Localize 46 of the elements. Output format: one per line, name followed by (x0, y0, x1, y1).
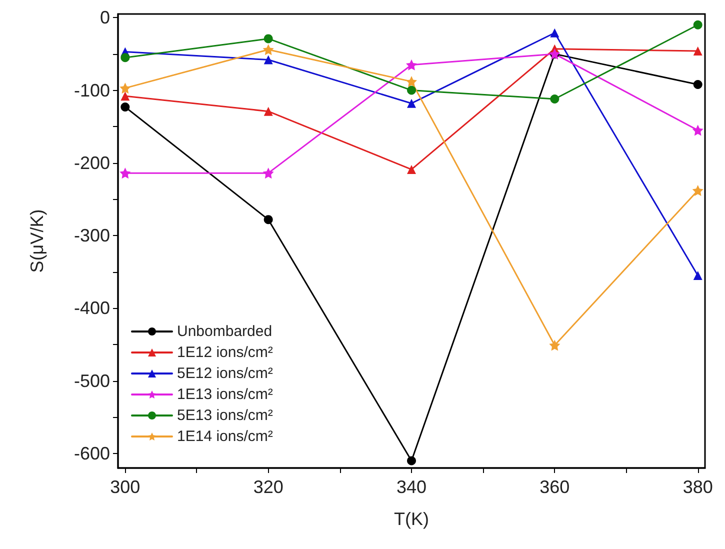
x-tick-label: 300 (110, 477, 140, 497)
y-tick-label: -100 (74, 80, 110, 100)
y-tick-label: -400 (74, 298, 110, 318)
point (693, 20, 702, 30)
legend-label: 1E12 ions/cm² (177, 344, 273, 361)
legend-label: 1E13 ions/cm² (177, 386, 273, 403)
point (693, 80, 702, 89)
legend-label: 5E13 ions/cm² (177, 407, 273, 424)
point (120, 82, 131, 94)
point (406, 76, 417, 88)
point (407, 456, 416, 466)
point (120, 102, 130, 112)
point (264, 34, 273, 44)
point (262, 168, 274, 179)
point (407, 98, 416, 108)
point (550, 94, 560, 104)
x-tick-label: 320 (253, 477, 284, 497)
legend-label: Unbombarded (177, 323, 272, 340)
x-axis-title: T(K) (394, 509, 429, 529)
point (693, 46, 702, 56)
point (692, 185, 704, 196)
legend-label: 5E12 ions/cm² (177, 365, 273, 382)
point (120, 92, 130, 101)
x-tick-label: 360 (540, 477, 570, 497)
y-tick-label: 0 (100, 8, 110, 28)
point (264, 55, 273, 64)
y-tick-label: -600 (74, 443, 110, 464)
y-axis-title: S(μV/K) (27, 209, 47, 273)
point (549, 340, 560, 351)
y-tick-label: -300 (74, 226, 110, 246)
point (407, 86, 416, 95)
point (264, 106, 273, 116)
point (406, 59, 417, 70)
point (692, 124, 704, 136)
point (262, 44, 274, 56)
x-tick-label: 340 (396, 477, 427, 497)
y-tick-label: -500 (74, 370, 110, 391)
x-tick-label: 380 (682, 477, 713, 497)
legend-label: 1E14 ions/cm² (177, 428, 273, 445)
point (407, 164, 416, 174)
point (120, 53, 130, 62)
point (264, 215, 273, 224)
point (120, 168, 131, 179)
y-tick-label: -200 (74, 152, 110, 173)
point (693, 271, 702, 280)
point (550, 28, 560, 38)
